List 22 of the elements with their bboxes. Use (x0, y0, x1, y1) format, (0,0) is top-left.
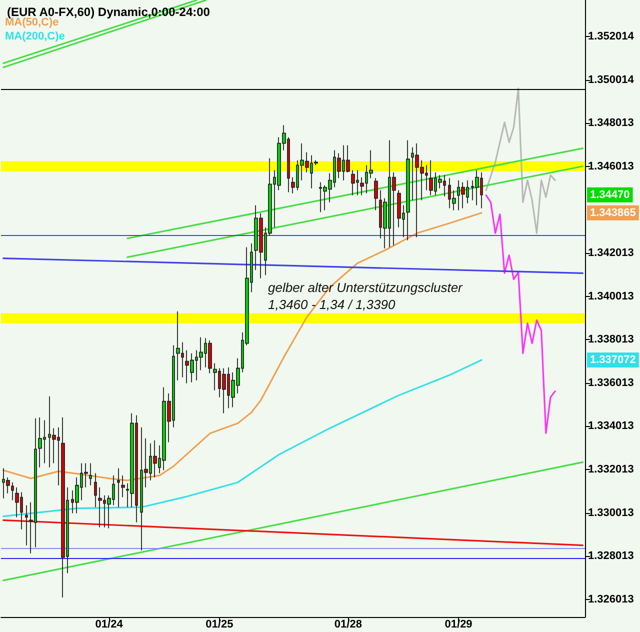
x-tick-label: 01/25 (206, 618, 234, 630)
y-tick-label: 1.342013 (588, 247, 634, 260)
text: 1.34470 (590, 188, 630, 201)
y-tick-label: 1.352014 (588, 30, 635, 42)
y-tick-label: 1.340013 (588, 290, 634, 302)
y-tick-label: 1.334013 (588, 420, 634, 432)
y-tick-label: 1.338013 (588, 334, 634, 346)
x-tick-label: 01/29 (444, 618, 472, 630)
y-tick-label: 1.326013 (588, 593, 634, 606)
y-tick-label: 1.330013 (588, 506, 634, 519)
y-tick-label: 1.348013 (588, 117, 634, 130)
y-tick-label: 1.346013 (588, 160, 634, 172)
y-tick-label: 1.336013 (588, 376, 634, 389)
x-tick-label: 01/28 (334, 618, 362, 630)
x-tick-label: 01/24 (95, 618, 124, 630)
y-tick-label: 1.328013 (588, 550, 634, 562)
text: MA(200,C)e (5, 30, 65, 42)
y-tick-label: 1.332013 (588, 464, 634, 476)
text: 1.337072 (590, 354, 636, 366)
y-tick-label: 1.350014 (588, 74, 635, 86)
text: 1.343865 (590, 206, 636, 219)
text: MA(50,C)e (5, 16, 59, 28)
